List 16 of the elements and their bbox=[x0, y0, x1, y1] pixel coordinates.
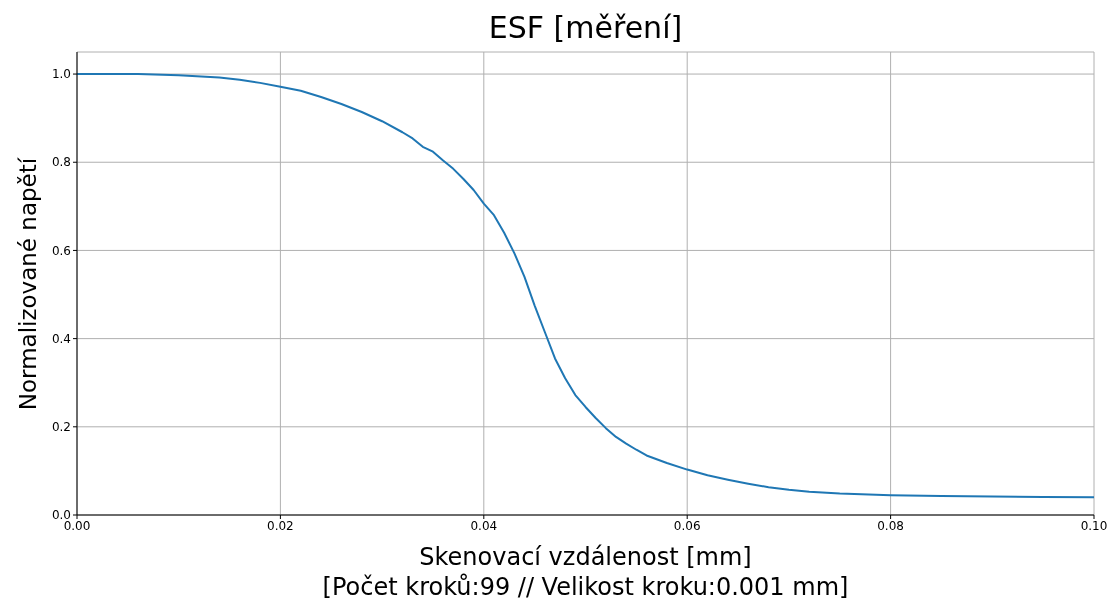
x-axis-title: Skenovací vzdálenost [mm] bbox=[418, 542, 753, 572]
x-tick-label: 0.02 bbox=[267, 518, 294, 533]
x-tick-label: 0.08 bbox=[877, 518, 904, 533]
line-series bbox=[77, 73, 1094, 499]
x-tick-label: 0.06 bbox=[673, 518, 701, 533]
x-tick-label: 0.00 bbox=[63, 518, 91, 533]
x-tick-label: 0.04 bbox=[470, 518, 498, 533]
y-tick-label: 0.2 bbox=[51, 420, 71, 435]
chart-title: ESF [měření] bbox=[487, 10, 684, 45]
y-tick-label: 1.0 bbox=[51, 67, 71, 82]
y-tick-label: 0.6 bbox=[51, 243, 71, 258]
y-tick-label: 0.8 bbox=[51, 155, 71, 170]
x-tick-label: 0.10 bbox=[1080, 518, 1108, 533]
y-tick-label: 0.4 bbox=[51, 331, 71, 346]
y-axis-title: Normalizované napětí bbox=[15, 157, 42, 410]
text: [Počet kroků:99 // Velikost kroku:0.001 mm] bbox=[321, 572, 850, 602]
